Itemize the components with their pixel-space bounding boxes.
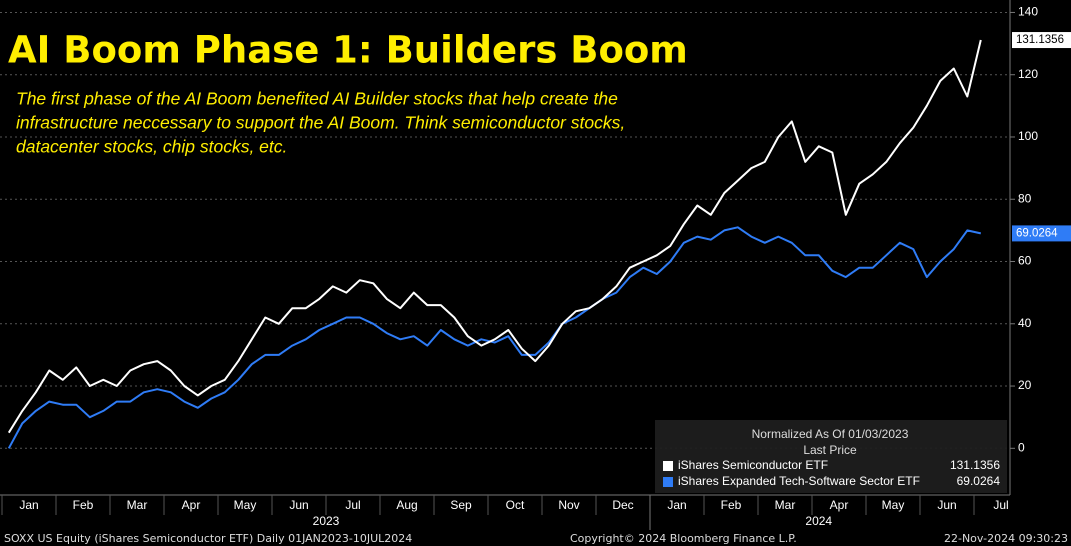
- x-tick-label: May: [882, 498, 905, 512]
- x-tick-label: May: [234, 498, 257, 512]
- legend-swatch: [663, 477, 673, 487]
- legend-box: [655, 420, 1007, 493]
- x-tick-label: Mar: [775, 498, 796, 512]
- legend-label: iShares Semiconductor ETF: [678, 458, 828, 472]
- x-tick-label: Oct: [506, 498, 525, 512]
- subtitle: datacenter stocks, chip stocks, etc.: [16, 137, 287, 157]
- x-tick-label: Sep: [450, 498, 472, 512]
- x-tick-label: Jan: [19, 498, 38, 512]
- y-tick-label: 80: [1018, 191, 1032, 205]
- x-tick-label: Jun: [937, 498, 956, 512]
- x-tick-label: Dec: [612, 498, 633, 512]
- year-label: 2024: [805, 514, 832, 528]
- subtitle: The first phase of the AI Boom benefited…: [16, 89, 618, 109]
- x-tick-label: Jul: [993, 498, 1008, 512]
- last-price-tag: [1012, 32, 1071, 49]
- footer-right: 22-Nov-2024 09:30:23: [944, 532, 1068, 545]
- x-tick-label: Jul: [345, 498, 360, 512]
- x-tick-label: Jan: [667, 498, 686, 512]
- y-tick-label: 20: [1018, 378, 1032, 392]
- subtitle: infrastructure neccessary to support the…: [16, 113, 625, 133]
- legend-value: 69.0264: [957, 474, 1001, 488]
- last-price-label: 69.0264: [1016, 227, 1058, 239]
- last-price-label: 131.1356: [1016, 34, 1064, 46]
- year-label: 2023: [313, 514, 340, 528]
- y-tick-label: 100: [1018, 129, 1038, 143]
- legend-title: Normalized As Of 01/03/2023: [752, 427, 909, 441]
- series-line: [7, 226, 982, 449]
- x-tick-label: Mar: [127, 498, 148, 512]
- x-tick-label: Jun: [289, 498, 308, 512]
- x-tick-label: Nov: [558, 498, 579, 512]
- y-tick-label: 40: [1018, 316, 1032, 330]
- y-tick-label: 60: [1018, 254, 1032, 268]
- legend-subtitle: Last Price: [803, 443, 857, 457]
- last-price-tag: [1012, 225, 1071, 242]
- series-line: [7, 39, 982, 434]
- legend-value: 131.1356: [950, 458, 1000, 472]
- chart-title: AI Boom Phase 1: Builders Boom: [8, 29, 688, 72]
- lines: [7, 39, 982, 449]
- y-tick-label: 0: [1018, 440, 1025, 454]
- x-tick-label: Feb: [73, 498, 94, 512]
- x-tick-label: Aug: [396, 498, 417, 512]
- footer-left: SOXX US Equity (iShares Semiconductor ET…: [4, 532, 412, 545]
- x-tick-label: Apr: [182, 498, 201, 512]
- legend-label: iShares Expanded Tech-Software Sector ET…: [678, 474, 920, 488]
- footer-center: Copyright© 2024 Bloomberg Finance L.P.: [570, 532, 797, 545]
- x-tick-label: Feb: [721, 498, 742, 512]
- y-tick-label: 120: [1018, 67, 1038, 81]
- x-tick-label: Apr: [830, 498, 849, 512]
- legend-swatch: [663, 461, 673, 471]
- y-tick-label: 140: [1018, 5, 1038, 19]
